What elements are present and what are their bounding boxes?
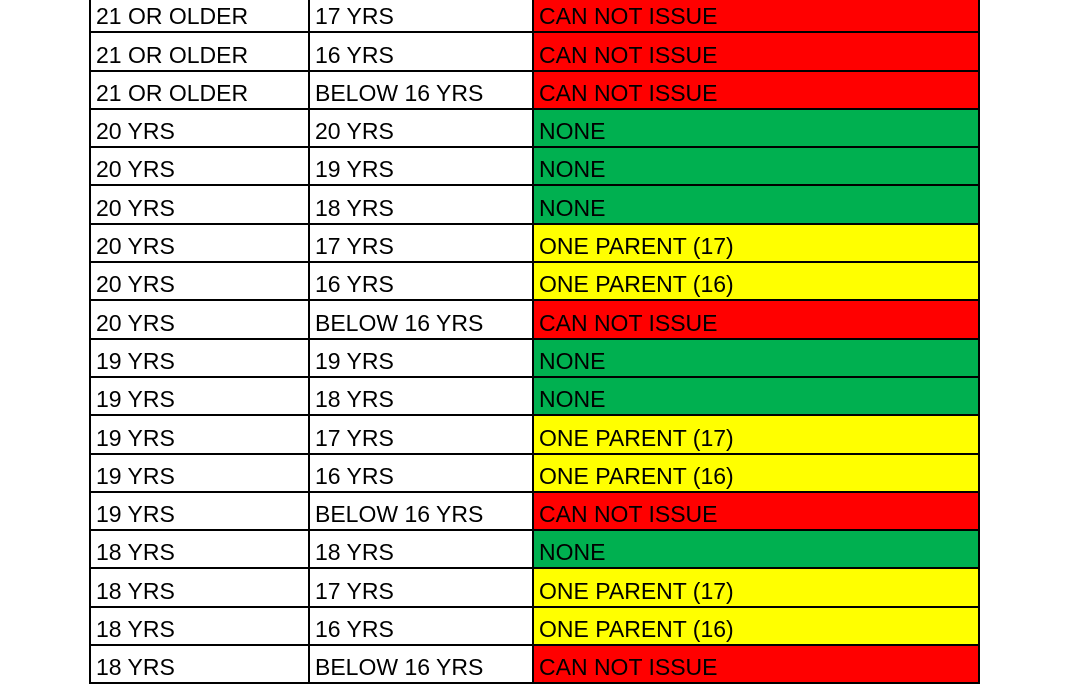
- requirement-cell: CAN NOT ISSUE: [534, 71, 978, 108]
- age-requirement-table: 21 OR OLDER 17 YRS CAN NOT ISSUE 21 OR OLDE…: [89, 0, 980, 684]
- requirement-cell: ONE PARENT (17): [534, 224, 978, 262]
- applicant-age-cell: 21 OR OLDER: [91, 33, 310, 70]
- requirement-cell: ONE PARENT (17): [534, 416, 978, 453]
- requirement-cell: CAN NOT ISSUE: [534, 646, 978, 683]
- applicant-age-cell: 18 YRS: [91, 569, 310, 606]
- applicant-age-cell: 20 YRS: [91, 224, 310, 262]
- applicant-age-cell: 19 YRS: [91, 377, 310, 415]
- table-row: 19 YRS 16 YRS ONE PARENT (16): [91, 454, 978, 493]
- requirement-cell: ONE PARENT (16): [534, 454, 978, 491]
- other-age-cell: 20 YRS: [310, 109, 534, 147]
- table-row: 20 YRS 20 YRS NONE: [91, 109, 978, 149]
- applicant-age-cell: 20 YRS: [91, 186, 310, 223]
- other-age-cell: BELOW 16 YRS: [310, 71, 534, 108]
- applicant-age-cell: 18 YRS: [91, 607, 310, 645]
- requirement-cell: NONE: [534, 109, 978, 147]
- applicant-age-cell: 21 OR OLDER: [91, 0, 310, 32]
- table-row: 18 YRS 17 YRS ONE PARENT (17): [91, 569, 978, 608]
- table-row: 20 YRS 16 YRS ONE PARENT (16): [91, 263, 978, 302]
- requirement-cell: CAN NOT ISSUE: [534, 301, 978, 338]
- other-age-cell: BELOW 16 YRS: [310, 301, 534, 338]
- table-row: 19 YRS 19 YRS NONE: [91, 339, 978, 378]
- requirement-cell: NONE: [534, 339, 978, 376]
- table-row: 20 YRS 17 YRS ONE PARENT (17): [91, 224, 978, 264]
- applicant-age-cell: 19 YRS: [91, 492, 310, 530]
- other-age-cell: 18 YRS: [310, 531, 534, 568]
- requirement-cell: NONE: [534, 186, 978, 223]
- other-age-cell: 16 YRS: [310, 607, 534, 645]
- other-age-cell: 17 YRS: [310, 416, 534, 453]
- requirement-cell: NONE: [534, 531, 978, 568]
- table-row: 18 YRS BELOW 16 YRS CAN NOT ISSUE: [91, 646, 978, 684]
- other-age-cell: 18 YRS: [310, 186, 534, 223]
- table-row: 20 YRS 19 YRS NONE: [91, 148, 978, 187]
- other-age-cell: BELOW 16 YRS: [310, 646, 534, 683]
- applicant-age-cell: 20 YRS: [91, 301, 310, 338]
- table-row: 19 YRS BELOW 16 YRS CAN NOT ISSUE: [91, 492, 978, 532]
- other-age-cell: 19 YRS: [310, 339, 534, 376]
- applicant-age-cell: 18 YRS: [91, 531, 310, 568]
- requirement-cell: CAN NOT ISSUE: [534, 492, 978, 530]
- applicant-age-cell: 20 YRS: [91, 263, 310, 300]
- table-row: 21 OR OLDER 17 YRS CAN NOT ISSUE: [91, 0, 978, 34]
- table-row: 18 YRS 18 YRS NONE: [91, 531, 978, 570]
- requirement-cell: ONE PARENT (16): [534, 607, 978, 645]
- table-row: 21 OR OLDER BELOW 16 YRS CAN NOT ISSUE: [91, 71, 978, 110]
- other-age-cell: 16 YRS: [310, 454, 534, 491]
- other-age-cell: 16 YRS: [310, 263, 534, 300]
- applicant-age-cell: 19 YRS: [91, 416, 310, 453]
- requirement-cell: CAN NOT ISSUE: [534, 33, 978, 70]
- requirement-cell: NONE: [534, 377, 978, 415]
- table-row: 19 YRS 17 YRS ONE PARENT (17): [91, 416, 978, 455]
- requirement-cell: CAN NOT ISSUE: [534, 0, 978, 32]
- other-age-cell: 18 YRS: [310, 377, 534, 415]
- other-age-cell: 17 YRS: [310, 569, 534, 606]
- table-row: 18 YRS 16 YRS ONE PARENT (16): [91, 607, 978, 647]
- requirement-cell: ONE PARENT (16): [534, 263, 978, 300]
- other-age-cell: 17 YRS: [310, 224, 534, 262]
- requirement-cell: ONE PARENT (17): [534, 569, 978, 606]
- applicant-age-cell: 20 YRS: [91, 148, 310, 185]
- applicant-age-cell: 21 OR OLDER: [91, 71, 310, 108]
- applicant-age-cell: 19 YRS: [91, 454, 310, 491]
- applicant-age-cell: 20 YRS: [91, 109, 310, 147]
- table-row: 21 OR OLDER 16 YRS CAN NOT ISSUE: [91, 33, 978, 72]
- other-age-cell: 17 YRS: [310, 0, 534, 32]
- requirement-cell: NONE: [534, 148, 978, 185]
- other-age-cell: BELOW 16 YRS: [310, 492, 534, 530]
- other-age-cell: 19 YRS: [310, 148, 534, 185]
- table-row: 19 YRS 18 YRS NONE: [91, 377, 978, 417]
- applicant-age-cell: 19 YRS: [91, 339, 310, 376]
- table-row: 20 YRS 18 YRS NONE: [91, 186, 978, 225]
- table-row: 20 YRS BELOW 16 YRS CAN NOT ISSUE: [91, 301, 978, 340]
- other-age-cell: 16 YRS: [310, 33, 534, 70]
- applicant-age-cell: 18 YRS: [91, 646, 310, 683]
